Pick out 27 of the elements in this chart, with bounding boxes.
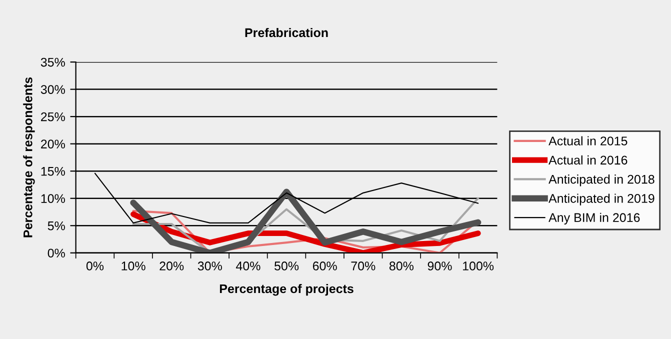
x-tick-label: 80% (389, 262, 414, 270)
y-tick-label: 30% (40, 85, 65, 94)
y-tick-label: 0% (48, 248, 65, 258)
x-tick-label: 40% (236, 262, 260, 270)
legend-label: Anticipated in 2019 (548, 194, 654, 206)
x-tick-label: 50% (274, 262, 299, 270)
x-tick-label: 90% (428, 262, 452, 270)
y-tick-label: 35% (40, 58, 65, 67)
chart-title: Prefabrication (245, 28, 328, 38)
y-tick-label: 20% (41, 140, 65, 148)
y-tick-label: 15% (41, 166, 65, 176)
y-tick-label: 5% (48, 221, 65, 230)
y-axis-title: Percentage of respondents (23, 77, 35, 238)
x-axis-title: Percentage of projects (220, 284, 354, 296)
y-tick-label: 25% (41, 112, 65, 122)
x-tick-label: 20% (160, 262, 184, 270)
x-tick-label: 30% (198, 262, 222, 270)
x-tick-label: 10% (122, 262, 146, 270)
x-tick-label: 60% (312, 262, 337, 270)
legend-label: Actual in 2015 (548, 136, 628, 146)
y-tick-label: 10% (41, 194, 65, 204)
x-tick-label: 70% (351, 262, 376, 270)
legend-label: Anticipated in 2018 (548, 174, 654, 186)
x-tick-label: 0% (86, 262, 104, 270)
x-tick-label: 100% (463, 262, 494, 270)
legend-label: Any BIM in 2016 (548, 212, 640, 224)
legend-label: Actual in 2016 (548, 155, 628, 165)
